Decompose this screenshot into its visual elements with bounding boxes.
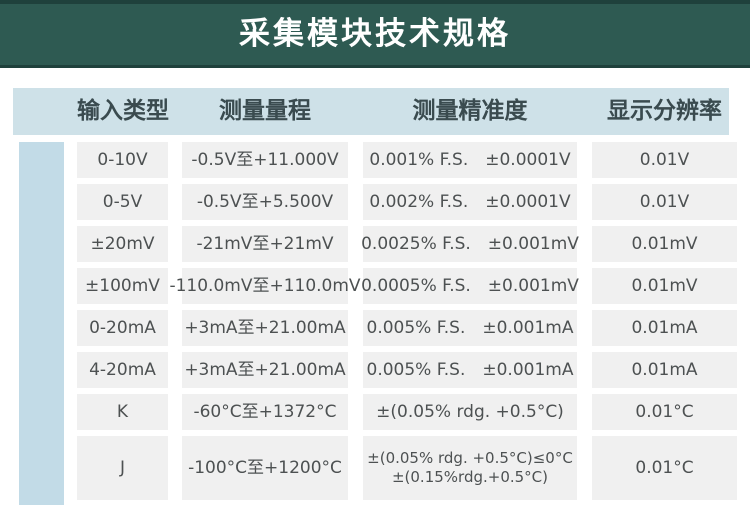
title-bar: 采集模块技术规格	[0, 0, 750, 68]
column-header-accuracy: 测量精准度	[412, 98, 528, 124]
resolution-cell: 0.01°C	[592, 394, 737, 430]
resolution-cell: 0.01mV	[592, 268, 737, 304]
table-row: ±100mV -110.0mV至+110.0mV 0.0005% F.S. ±0…	[0, 268, 750, 304]
accuracy-line-1: 0.0005% F.S. ±0.001mV	[361, 275, 579, 296]
input-type-cell: 0-5V	[77, 184, 168, 220]
accuracy-line-1: 0.0025% F.S. ±0.001mV	[361, 233, 579, 254]
input-type-cell: 0-10V	[77, 142, 168, 178]
range-cell: -0.5V至+5.500V	[182, 184, 348, 220]
accuracy-line-1: ±(0.05% rdg. +0.5°C)≤0°C	[367, 448, 573, 467]
resolution-cell: 0.01V	[592, 184, 737, 220]
left-accent-bar	[19, 142, 64, 505]
table-row: 0-5V -0.5V至+5.500V 0.002% F.S. ±0.0001V …	[0, 184, 750, 220]
accuracy-cell: 0.002% F.S. ±0.0001V	[363, 184, 577, 220]
accuracy-line-1: 0.005% F.S. ±0.001mA	[366, 317, 574, 338]
input-type-cell: 4-20mA	[77, 352, 168, 388]
table-row: 0-10V -0.5V至+11.000V 0.001% F.S. ±0.0001…	[0, 142, 750, 178]
range-cell: +3mA至+21.00mA	[182, 352, 348, 388]
resolution-cell: 0.01mA	[592, 352, 737, 388]
range-cell: -110.0mV至+110.0mV	[169, 268, 361, 304]
input-type-cell: ±100mV	[77, 268, 168, 304]
resolution-cell: 0.01mA	[592, 310, 737, 346]
accuracy-cell: 0.005% F.S. ±0.001mA	[363, 310, 577, 346]
accuracy-cell: 0.0025% F.S. ±0.001mV	[361, 226, 579, 262]
range-cell: -100°C至+1200°C	[182, 436, 348, 500]
accuracy-line-2: ±(0.15%rdg.+0.5°C)	[391, 468, 549, 486]
column-header-resolution: 显示分辨率	[607, 98, 722, 124]
accuracy-cell: 0.0005% F.S. ±0.001mV	[361, 268, 579, 304]
range-cell: +3mA至+21.00mA	[182, 310, 348, 346]
table-row: K -60°C至+1372°C ±(0.05% rdg. +0.5°C) 0.0…	[0, 394, 750, 430]
resolution-cell: 0.01V	[592, 142, 737, 178]
table-header-band: 输入类型 测量量程 测量精准度 显示分辨率	[13, 88, 729, 135]
accuracy-cell: 0.005% F.S. ±0.001mA	[363, 352, 577, 388]
resolution-cell: 0.01°C	[592, 436, 737, 500]
accuracy-line-1: 0.001% F.S. ±0.0001V	[369, 149, 571, 170]
input-type-cell: 0-20mA	[77, 310, 168, 346]
column-header-range: 测量量程	[219, 98, 311, 124]
resolution-cell: 0.01mV	[592, 226, 737, 262]
accuracy-line-1: 0.002% F.S. ±0.0001V	[369, 191, 571, 212]
table-row: ±20mV -21mV至+21mV 0.0025% F.S. ±0.001mV …	[0, 226, 750, 262]
table-row: J -100°C至+1200°C ±(0.05% rdg. +0.5°C)≤0°…	[0, 436, 750, 500]
input-type-cell: K	[77, 394, 168, 430]
range-cell: -21mV至+21mV	[182, 226, 348, 262]
accuracy-line-1: ±(0.05% rdg. +0.5°C)	[376, 401, 564, 422]
accuracy-cell: 0.001% F.S. ±0.0001V	[363, 142, 577, 178]
page-title: 采集模块技术规格	[239, 16, 511, 52]
table-row: 0-20mA +3mA至+21.00mA 0.005% F.S. ±0.001m…	[0, 310, 750, 346]
column-header-input-type: 输入类型	[77, 98, 169, 124]
table-row: 4-20mA +3mA至+21.00mA 0.005% F.S. ±0.001m…	[0, 352, 750, 388]
accuracy-line-1: 0.005% F.S. ±0.001mA	[366, 359, 574, 380]
input-type-cell: ±20mV	[77, 226, 168, 262]
input-type-cell: J	[77, 436, 168, 500]
range-cell: -60°C至+1372°C	[182, 394, 348, 430]
accuracy-cell: ±(0.05% rdg. +0.5°C)	[363, 394, 577, 430]
accuracy-cell: ±(0.05% rdg. +0.5°C)≤0°C ±(0.15%rdg.+0.5…	[363, 436, 577, 500]
range-cell: -0.5V至+11.000V	[182, 142, 348, 178]
